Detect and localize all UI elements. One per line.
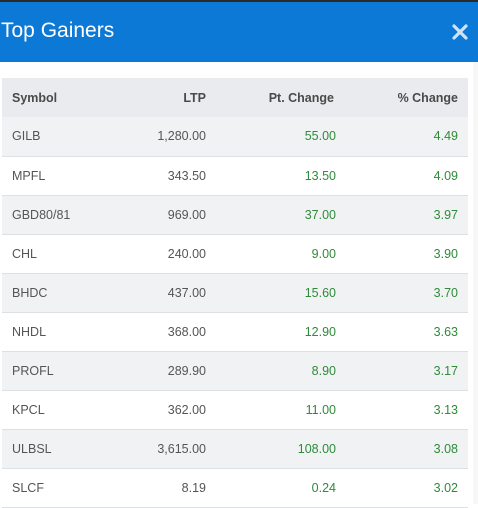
- table-row[interactable]: CHL 240.00 9.00 3.90: [2, 234, 468, 273]
- ltp-cell: 368.00: [167, 324, 206, 339]
- pt-change-cell: 13.50: [304, 168, 336, 183]
- pct-change-cell: 3.08: [433, 441, 458, 456]
- symbol-cell: PROFL: [12, 363, 54, 378]
- pct-change-cell: 3.70: [433, 285, 458, 300]
- ltp-cell: 343.50: [167, 168, 206, 183]
- table-row[interactable]: GBD80/81 969.00 37.00 3.97: [2, 195, 468, 234]
- pct-change-cell: 4.09: [433, 168, 458, 183]
- pct-change-cell: 3.90: [433, 246, 458, 261]
- table-header-row: Symbol LTP Pt. Change % Change: [2, 78, 468, 117]
- ltp-cell: 289.90: [167, 363, 206, 378]
- symbol-cell: BHDC: [12, 285, 48, 300]
- symbol-cell: GBD80/81: [12, 207, 71, 222]
- ltp-cell: 437.00: [167, 285, 206, 300]
- pct-change-cell: 4.49: [433, 129, 458, 144]
- ltp-cell: 969.00: [167, 207, 206, 222]
- pct-change-cell: 3.97: [433, 207, 458, 222]
- column-header-pt-change[interactable]: Pt. Change: [268, 90, 334, 105]
- ltp-cell: 1,280.00: [157, 129, 206, 144]
- column-header-symbol[interactable]: Symbol: [12, 90, 58, 105]
- pt-change-cell: 9.00: [311, 246, 336, 261]
- table-row[interactable]: ULBSL 3,615.00 108.00 3.08: [2, 429, 468, 468]
- pct-change-cell: 3.63: [433, 324, 458, 339]
- pt-change-cell: 15.60: [304, 285, 336, 300]
- pct-change-cell: 3.13: [433, 402, 458, 417]
- table-row[interactable]: PROFL 289.90 8.90 3.17: [2, 351, 468, 390]
- symbol-cell: CHL: [12, 246, 38, 261]
- table-row[interactable]: NHDL 368.00 12.90 3.63: [2, 312, 468, 351]
- column-header-ltp[interactable]: LTP: [183, 90, 206, 105]
- symbol-cell: MPFL: [12, 168, 46, 183]
- symbol-cell: NHDL: [12, 324, 47, 339]
- pt-change-cell: 37.00: [304, 207, 336, 222]
- pct-change-cell: 3.17: [433, 363, 458, 378]
- pt-change-cell: 11.00: [305, 402, 336, 417]
- ltp-cell: 3,615.00: [157, 441, 206, 456]
- pt-change-cell: 55.00: [304, 129, 336, 144]
- ltp-cell: 362.00: [167, 402, 206, 417]
- table-row[interactable]: GILB 1,280.00 55.00 4.49: [2, 117, 468, 156]
- symbol-cell: ULBSL: [12, 441, 52, 456]
- table-row[interactable]: KPCL 362.00 11.00 3.13: [2, 390, 468, 429]
- modal-header: Top Gainers: [0, 0, 478, 62]
- column-header-pct-change[interactable]: % Change: [397, 90, 458, 105]
- close-icon[interactable]: [449, 21, 471, 43]
- ltp-cell: 8.19: [181, 480, 206, 495]
- ltp-cell: 240.00: [167, 246, 206, 261]
- pt-change-cell: 12.90: [304, 324, 336, 339]
- symbol-cell: SLCF: [12, 480, 44, 495]
- table-row[interactable]: MPFL 343.50 13.50 4.09: [2, 156, 468, 195]
- gainers-table-container: Symbol LTP Pt. Change % Change GILB 1,28…: [2, 78, 468, 508]
- symbol-cell: GILB: [12, 129, 41, 144]
- gainers-table: Symbol LTP Pt. Change % Change GILB 1,28…: [2, 78, 468, 508]
- close-button[interactable]: [449, 21, 471, 43]
- pt-change-cell: 8.90: [311, 363, 336, 378]
- pt-change-cell: 108.00: [297, 441, 336, 456]
- pt-change-cell: 0.24: [311, 480, 336, 495]
- symbol-cell: KPCL: [12, 402, 45, 417]
- modal-title: Top Gainers: [1, 19, 115, 42]
- table-row[interactable]: BHDC 437.00 15.60 3.70: [2, 273, 468, 312]
- pct-change-cell: 3.02: [433, 480, 458, 495]
- scrollbar[interactable]: [473, 62, 478, 504]
- table-row[interactable]: SLCF 8.19 0.24 3.02: [2, 468, 468, 507]
